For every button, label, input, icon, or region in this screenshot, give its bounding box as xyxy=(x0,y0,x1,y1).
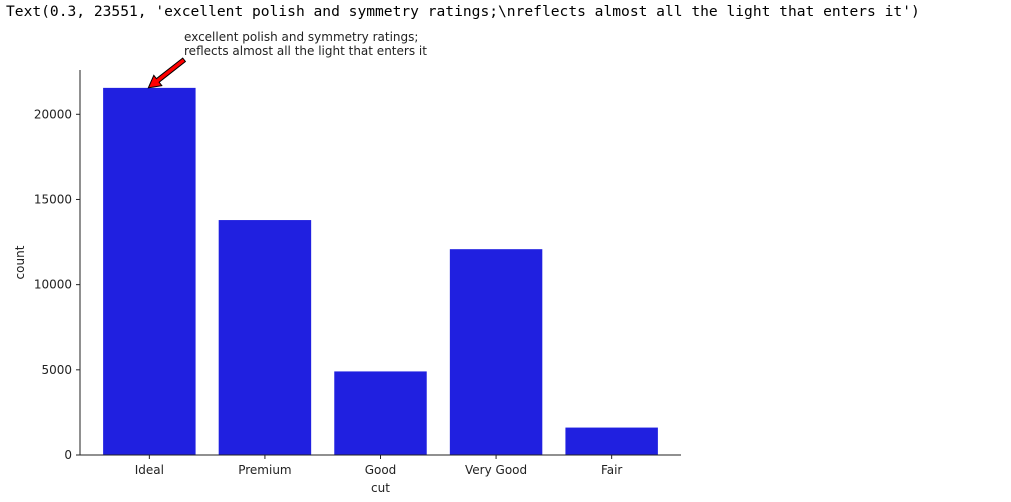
x-tick-label: Ideal xyxy=(135,463,164,477)
annotation-arrow-icon xyxy=(147,57,187,89)
x-tick-label: Very Good xyxy=(465,463,527,477)
x-tick-label: Premium xyxy=(238,463,291,477)
y-tick-label: 10000 xyxy=(34,278,72,292)
y-axis-label: count xyxy=(13,245,27,279)
x-tick-label: Fair xyxy=(601,463,622,477)
bar-premium xyxy=(218,220,312,455)
bar-ideal xyxy=(103,87,196,456)
y-tick-label: 5000 xyxy=(41,363,72,377)
bar-very-good xyxy=(449,249,543,455)
annotation-line-2: reflects almost all the light that enter… xyxy=(184,44,427,58)
bars-group xyxy=(103,87,658,456)
x-axis-label: cut xyxy=(371,481,390,495)
y-ticks-group: 0 5000 10000 15000 20000 xyxy=(34,107,80,462)
bar-fair xyxy=(565,427,658,455)
y-tick-label: 15000 xyxy=(34,192,72,206)
annotation-line-1: excellent polish and symmetry ratings; xyxy=(184,30,418,44)
y-tick-label: 20000 xyxy=(34,107,72,121)
x-tick-label: Good xyxy=(365,463,397,477)
annotation-group: excellent polish and symmetry ratings; r… xyxy=(147,30,427,89)
y-tick-label: 0 xyxy=(64,448,72,462)
bar-good xyxy=(334,371,427,455)
x-ticks-group: Ideal Premium Good Very Good Fair xyxy=(135,455,622,477)
cell-output-text: Text(0.3, 23551, 'excellent polish and s… xyxy=(6,3,920,20)
